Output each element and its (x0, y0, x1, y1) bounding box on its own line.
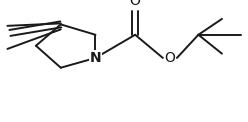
Text: N: N (90, 51, 101, 65)
Text: O: O (164, 51, 175, 65)
Text: O: O (130, 0, 141, 8)
